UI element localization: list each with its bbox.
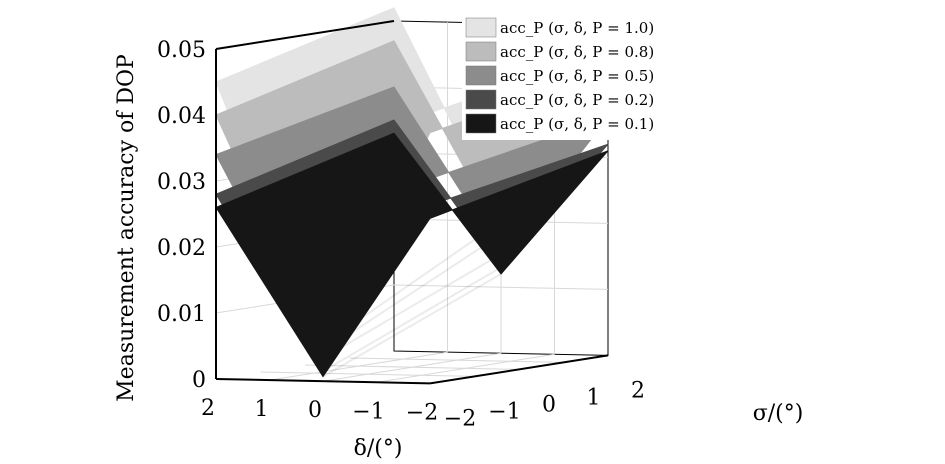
x-tick-label: 1 bbox=[255, 397, 269, 422]
z-tick-label: 1 bbox=[587, 385, 601, 410]
legend-swatch bbox=[465, 89, 497, 110]
legend-entry: acc_P (σ, δ, P = 1.0) bbox=[500, 19, 654, 37]
surface-5 bbox=[215, 132, 609, 378]
tick-labels: 2 1 0 −1 −2 −2 −1 0 1 2 0 0.01 0.02 0.03 0.04 0.05 bbox=[157, 38, 645, 431]
x-tick-label: 2 bbox=[201, 396, 215, 421]
floor-grid-line bbox=[322, 352, 502, 382]
legend-entry: acc_P (σ, δ, P = 0.5) bbox=[500, 67, 654, 85]
y-tick-label: 0 bbox=[192, 368, 206, 393]
y-tick-label: 0.05 bbox=[157, 38, 206, 63]
legend-entry: acc_P (σ, δ, P = 0.1) bbox=[500, 115, 654, 133]
y-tick-label: 0.02 bbox=[157, 236, 206, 261]
x-tick-label: 0 bbox=[308, 398, 322, 423]
y-axis-label: Measurement accuracy of DOP bbox=[114, 54, 139, 402]
y-tick-label: 0.01 bbox=[157, 302, 206, 327]
delta-axis-line bbox=[215, 378, 431, 385]
legend-entry: acc_P (σ, δ, P = 0.2) bbox=[500, 91, 654, 109]
legend-swatch bbox=[465, 65, 497, 86]
z-tick-label: 0 bbox=[542, 392, 556, 417]
z-tick-label: −1 bbox=[488, 399, 520, 424]
x-tick-label: −1 bbox=[352, 399, 384, 424]
z-tick-label: −2 bbox=[444, 406, 476, 431]
x-axis-label: δ/(°) bbox=[354, 436, 403, 461]
y-tick-label: 0.03 bbox=[157, 170, 206, 195]
z-tick-label: 2 bbox=[631, 378, 645, 403]
legend-swatch bbox=[465, 17, 497, 38]
top-edge-line bbox=[215, 20, 395, 50]
floor-grid-line bbox=[376, 353, 555, 383]
sigma-axis-line bbox=[429, 354, 609, 385]
legend-swatch bbox=[465, 113, 497, 134]
surface-fold bbox=[322, 253, 502, 359]
wall-grid-line bbox=[215, 284, 609, 314]
surface-fold bbox=[322, 266, 502, 373]
z-axis-label: σ/(°) bbox=[753, 401, 804, 426]
legend-entry: acc_P (σ, δ, P = 0.8) bbox=[500, 43, 654, 61]
legend: acc_P (σ, δ, P = 1.0) acc_P (σ, δ, P = 0.… bbox=[462, 14, 700, 140]
floor-grid-line bbox=[269, 351, 448, 381]
surface-fold bbox=[322, 273, 502, 378]
legend-background bbox=[462, 14, 700, 140]
y-tick-label: 0.04 bbox=[157, 104, 206, 129]
x-tick-label: −2 bbox=[406, 400, 438, 425]
legend-swatch bbox=[465, 41, 497, 62]
axis-lines bbox=[215, 20, 609, 385]
